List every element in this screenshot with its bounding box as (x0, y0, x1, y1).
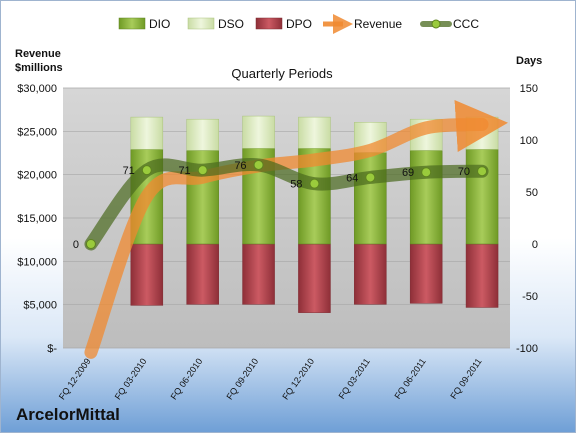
right-tick-label: -50 (522, 291, 538, 303)
legend-swatch-dpo (255, 17, 283, 30)
ccc-marker (365, 172, 376, 183)
left-tick-label: $20,000 (17, 170, 57, 182)
bar-dpo (186, 243, 219, 305)
bar-dso (186, 118, 219, 151)
right-tick-label: 0 (532, 239, 538, 251)
right-tick-label: 100 (520, 135, 538, 147)
bar-dso (242, 115, 275, 149)
company-name: ArcelorMittal (16, 405, 120, 424)
ccc-marker (253, 159, 264, 170)
bar-dpo (298, 243, 331, 313)
left-tick-label: $5,000 (23, 300, 57, 312)
ccc-data-label: 64 (346, 172, 358, 184)
legend-label-dpo: DPO (286, 17, 312, 31)
bar-dpo (409, 243, 443, 304)
chart-subtitle: Quarterly Periods (231, 66, 333, 81)
ccc-marker (477, 166, 488, 177)
bars (130, 115, 499, 313)
left-tick-label: $- (47, 343, 57, 355)
ccc-data-label: 71 (123, 165, 135, 177)
category-label: FQ 09-2011 (448, 356, 483, 401)
legend-swatch-dso (187, 17, 215, 30)
ccc-data-label: 69 (402, 167, 414, 179)
bar-dio (409, 150, 443, 245)
ccc-data-label: 76 (234, 160, 246, 172)
ccc-marker (141, 165, 152, 176)
category-label: FQ 09-2010 (224, 356, 260, 401)
bar-dso (130, 116, 164, 150)
ccc-data-label: 0 (73, 239, 79, 251)
ccc-data-label: 70 (458, 166, 470, 178)
legend: DIO DSO DPO Revenue CCC (118, 14, 479, 34)
left-axis-title-line1: Revenue (15, 48, 61, 60)
bar-dpo (130, 243, 164, 306)
category-label: FQ 03-2010 (113, 356, 149, 401)
ccc-marker (309, 178, 320, 189)
ccc-data-label: 58 (290, 179, 302, 191)
category-label: FQ 06-2011 (392, 356, 427, 401)
legend-swatch-ccc-marker (431, 19, 441, 29)
left-axis-title-line2: $millions (15, 62, 63, 74)
bar-dpo (354, 243, 387, 305)
left-tick-label: $15,000 (17, 213, 57, 225)
legend-label-ccc: CCC (453, 17, 479, 31)
legend-label-dio: DIO (149, 17, 170, 31)
bar-dio (465, 149, 499, 245)
bar-dpo (242, 243, 275, 305)
category-label: FQ 03-2011 (337, 356, 372, 401)
lines (84, 100, 509, 359)
right-tick-label: 150 (520, 83, 538, 95)
ccc-marker (421, 167, 432, 178)
labels: 0 71 71 76 58 64 69 70 (73, 160, 470, 251)
bar-dpo (465, 243, 499, 308)
bar-dso (298, 116, 331, 149)
legend-label-dso: DSO (218, 17, 244, 31)
left-tick-label: $25,000 (17, 126, 57, 138)
right-tick-label: 50 (526, 187, 538, 199)
category-label: FQ 12-2009 (57, 356, 93, 401)
left-tick-label: $30,000 (17, 83, 57, 95)
bar-dio (354, 152, 387, 245)
category-label: FQ 12-2010 (280, 356, 316, 401)
ccc-marker (85, 239, 96, 249)
left-tick-label: $10,000 (17, 256, 57, 268)
right-tick-label: -100 (516, 343, 538, 355)
ccc-data-label: 71 (178, 165, 190, 177)
legend-swatch-dio (118, 17, 146, 30)
legend-label-revenue: Revenue (354, 17, 402, 31)
ccc-marker (197, 165, 208, 176)
right-axis-title: Days (516, 55, 542, 67)
category-label: FQ 06-2010 (169, 356, 205, 401)
